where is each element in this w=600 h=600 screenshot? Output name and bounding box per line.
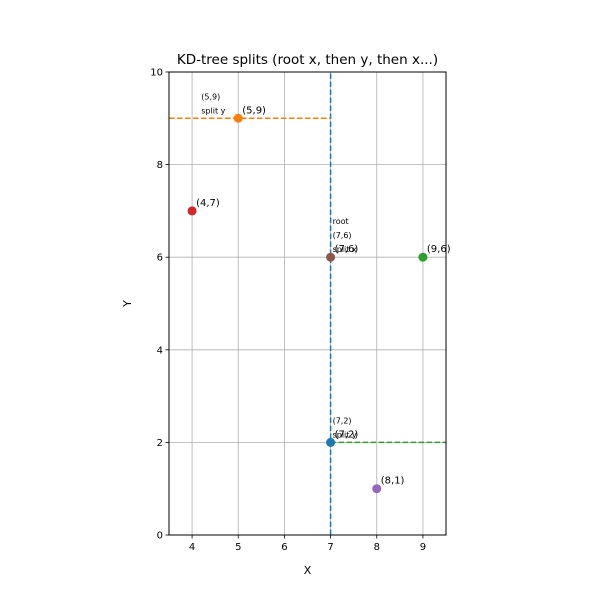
point-label: (8,1) bbox=[381, 476, 405, 487]
point-label: (4,7) bbox=[196, 198, 220, 209]
x-axis-ticks: 4 5 6 7 8 9 bbox=[189, 535, 426, 553]
data-point bbox=[233, 113, 243, 123]
y-tick-label: 8 bbox=[157, 160, 163, 171]
point-labels: (7,6) (7,2) (5,9) (9,6) (4,7) (8,1) bbox=[196, 105, 451, 486]
plot-frame bbox=[168, 71, 447, 536]
x-tick-label: 8 bbox=[374, 542, 380, 553]
annotation-line: split y bbox=[333, 430, 357, 439]
point-label: (9,6) bbox=[427, 244, 451, 255]
split-lines bbox=[169, 72, 446, 535]
y-tick-label: 0 bbox=[157, 531, 163, 542]
x-tick-label: 6 bbox=[281, 542, 287, 553]
y-tick-label: 10 bbox=[150, 68, 163, 79]
data-point bbox=[187, 206, 197, 216]
point-label: (7,6) bbox=[335, 244, 359, 255]
data-points bbox=[187, 113, 428, 494]
data-point bbox=[326, 437, 336, 447]
annotation-line: (5,9) bbox=[201, 92, 220, 101]
x-tick-label: 4 bbox=[189, 542, 195, 553]
y-axis-label: Y bbox=[121, 300, 134, 308]
x-tick-label: 9 bbox=[420, 542, 426, 553]
annotation-line: split y bbox=[201, 106, 225, 115]
grid-lines bbox=[169, 71, 446, 536]
x-tick-label: 7 bbox=[327, 542, 333, 553]
y-tick-label: 2 bbox=[157, 438, 163, 449]
data-point bbox=[372, 484, 382, 494]
annotation-line: (7,2) bbox=[333, 416, 352, 425]
data-point bbox=[326, 252, 336, 262]
point-label: (5,9) bbox=[242, 105, 266, 116]
data-point bbox=[418, 252, 428, 262]
y-tick-label: 6 bbox=[157, 253, 163, 264]
chart-title: KD-tree splits (root x, then y, then x..… bbox=[177, 52, 438, 68]
annotation-line: split x bbox=[333, 245, 357, 254]
x-tick-label: 5 bbox=[235, 542, 241, 553]
annotation-line: (7,6) bbox=[333, 231, 352, 240]
point-label: (7,2) bbox=[335, 429, 359, 440]
annotation-line: root bbox=[333, 217, 349, 226]
y-tick-label: 4 bbox=[157, 345, 163, 356]
split-annotations: root(7,6)split x(5,9)split y(7,2)split y bbox=[201, 92, 357, 439]
y-axis-ticks: 0 2 4 6 8 10 bbox=[150, 68, 169, 542]
x-axis-label: X bbox=[304, 564, 312, 577]
